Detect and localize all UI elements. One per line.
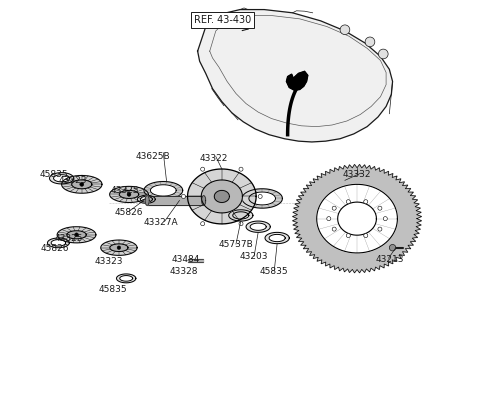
Polygon shape <box>54 175 70 182</box>
Text: 45835: 45835 <box>40 170 69 179</box>
Polygon shape <box>150 185 176 196</box>
Polygon shape <box>188 169 256 224</box>
Circle shape <box>332 206 336 210</box>
Circle shape <box>127 192 131 196</box>
Text: 43327A: 43327A <box>144 218 179 227</box>
Polygon shape <box>265 232 289 244</box>
Polygon shape <box>249 192 276 205</box>
Text: 43322: 43322 <box>200 153 228 162</box>
Text: 45737B: 45737B <box>218 241 253 249</box>
Text: 43203: 43203 <box>240 252 268 262</box>
Polygon shape <box>49 173 74 184</box>
Circle shape <box>239 222 243 226</box>
Polygon shape <box>198 10 393 142</box>
Polygon shape <box>317 184 397 253</box>
Text: 43323: 43323 <box>58 176 87 185</box>
Polygon shape <box>214 190 229 202</box>
Polygon shape <box>292 164 421 273</box>
Circle shape <box>378 49 388 59</box>
Circle shape <box>201 222 204 226</box>
Polygon shape <box>233 212 249 219</box>
Text: 45826: 45826 <box>115 208 143 217</box>
Circle shape <box>378 206 382 210</box>
Polygon shape <box>144 181 183 199</box>
Text: 43213: 43213 <box>375 254 404 264</box>
Circle shape <box>74 233 78 237</box>
Polygon shape <box>109 186 148 202</box>
Polygon shape <box>51 240 66 246</box>
Polygon shape <box>48 238 69 248</box>
Circle shape <box>181 194 185 198</box>
Text: 45835: 45835 <box>98 285 127 294</box>
Polygon shape <box>145 196 149 205</box>
Text: REF. 43-430: REF. 43-430 <box>193 15 251 25</box>
Text: 43325: 43325 <box>54 234 83 243</box>
Polygon shape <box>117 274 136 283</box>
Circle shape <box>258 194 262 198</box>
Circle shape <box>346 200 350 204</box>
Circle shape <box>365 37 375 47</box>
Text: 45835: 45835 <box>260 266 288 276</box>
Text: 43484: 43484 <box>171 254 200 264</box>
Text: 43325: 43325 <box>111 186 139 195</box>
Polygon shape <box>137 195 155 203</box>
Polygon shape <box>269 234 285 242</box>
Circle shape <box>378 227 382 231</box>
Circle shape <box>346 234 350 238</box>
Circle shape <box>80 182 84 186</box>
Polygon shape <box>57 227 96 243</box>
Polygon shape <box>67 231 86 239</box>
Text: 43328: 43328 <box>169 266 198 276</box>
Polygon shape <box>297 168 417 269</box>
Text: 43332: 43332 <box>343 170 372 179</box>
Circle shape <box>384 217 387 221</box>
Circle shape <box>239 167 243 171</box>
Polygon shape <box>120 190 139 198</box>
Circle shape <box>327 217 331 221</box>
Text: 43625B: 43625B <box>136 151 170 161</box>
Text: 43323: 43323 <box>95 256 123 266</box>
Polygon shape <box>250 223 266 230</box>
Polygon shape <box>202 196 206 205</box>
Polygon shape <box>120 275 132 281</box>
Circle shape <box>332 227 336 231</box>
Polygon shape <box>242 189 282 208</box>
Polygon shape <box>110 244 128 252</box>
Polygon shape <box>287 71 308 90</box>
Text: 45826: 45826 <box>40 244 69 254</box>
Circle shape <box>201 167 204 171</box>
Circle shape <box>389 245 396 251</box>
Polygon shape <box>72 180 92 189</box>
Polygon shape <box>246 221 270 232</box>
Circle shape <box>117 246 121 249</box>
Circle shape <box>364 200 368 204</box>
Polygon shape <box>228 210 253 221</box>
Circle shape <box>364 234 368 238</box>
Polygon shape <box>140 196 153 202</box>
Polygon shape <box>201 180 242 213</box>
Circle shape <box>340 25 350 34</box>
Polygon shape <box>101 240 137 256</box>
Polygon shape <box>61 175 102 193</box>
